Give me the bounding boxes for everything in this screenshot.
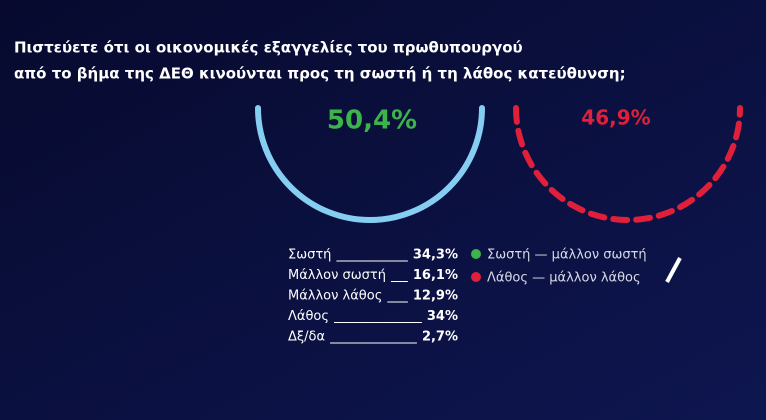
wrong-total: 46,9%	[581, 106, 650, 130]
row-value: 2,7%	[422, 330, 458, 345]
legend-label: Λάθος — μάλλον λάθος	[487, 271, 641, 286]
title-line: από το βήμα της ΔΕΘ κινούνται προς τη σω…	[14, 65, 626, 83]
legend-dot	[471, 249, 481, 259]
right-arc	[255, 105, 485, 223]
legend-label: Σωστή — μάλλον σωστή	[487, 248, 647, 263]
row-value: 34%	[427, 309, 458, 324]
row-label: Δξ/δα	[288, 330, 325, 345]
legend-dot	[471, 272, 481, 282]
row-label: Μάλλον σωστή	[288, 268, 386, 283]
right-total: 50,4%	[327, 106, 417, 136]
title-line: Πιστεύετε ότι οι οικονομικές εξαγγελίες …	[14, 39, 523, 57]
row-label: Μάλλον λάθος	[288, 289, 382, 304]
row-label: Λάθος	[288, 309, 329, 324]
row-value: 12,9%	[413, 289, 458, 304]
row-value: 16,1%	[413, 268, 458, 283]
wrong-arc	[513, 105, 743, 223]
row-label: Σωστή	[288, 248, 331, 263]
breakdown: Σωστή 34,3% Μάλλον σωστή 16,1% Μάλλον λάθος 1…	[288, 248, 458, 345]
decoration	[665, 257, 682, 283]
row-value: 34,3%	[413, 248, 458, 263]
